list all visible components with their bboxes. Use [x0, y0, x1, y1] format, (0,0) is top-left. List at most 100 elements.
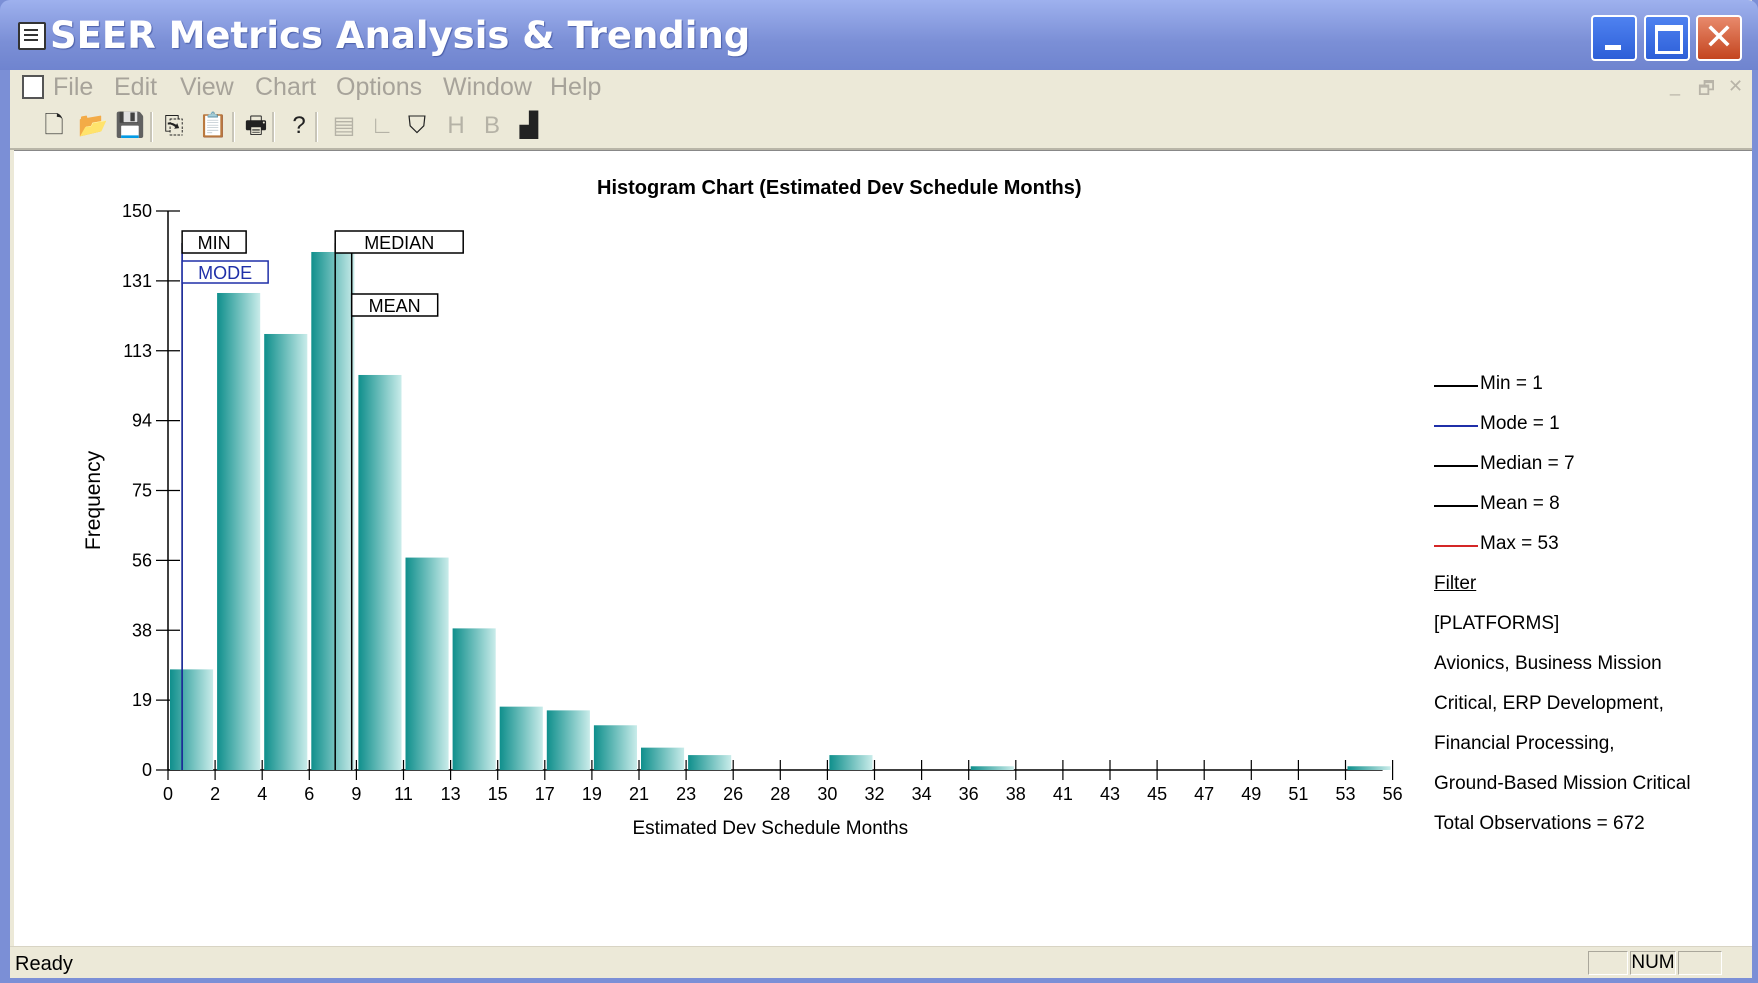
histogram-bar: [970, 766, 1014, 770]
histogram-bar: [593, 725, 637, 770]
document-icon[interactable]: [22, 75, 44, 99]
legend-item: Mode = 1: [1480, 413, 1560, 434]
menu-help[interactable]: Help: [550, 73, 602, 101]
paste-icon[interactable]: 📋: [198, 112, 228, 139]
filter-icon[interactable]: ⛉: [408, 112, 426, 139]
histogram-bar: [311, 251, 355, 770]
x-tick-label: 47: [1194, 784, 1214, 804]
y-tick-label: 56: [132, 550, 152, 570]
histogram-bar: [1347, 766, 1391, 770]
x-tick-label: 17: [535, 784, 555, 804]
filter-line: [PLATFORMS]: [1434, 613, 1560, 634]
x-tick-label: 49: [1241, 784, 1261, 804]
histogram-bar: [217, 292, 261, 770]
legend-item: Min = 1: [1480, 373, 1543, 394]
legend-swatch: [1434, 465, 1478, 467]
x-tick-label: 41: [1053, 784, 1073, 804]
x-tick-label: 4: [257, 784, 267, 804]
histogram-bar: [358, 374, 402, 770]
x-tick-label: 28: [770, 784, 790, 804]
legend-swatch: [1434, 545, 1478, 547]
filter-line: Financial Processing,: [1434, 733, 1615, 754]
x-tick-label: 21: [629, 784, 649, 804]
marker-box-median: [334, 230, 464, 254]
help-icon[interactable]: ?: [292, 112, 306, 139]
marker-box-min: [181, 230, 247, 254]
x-tick-label: 53: [1335, 784, 1355, 804]
mdi-minimize-button[interactable]: _: [1670, 76, 1681, 96]
y-tick-label: 19: [132, 690, 152, 710]
menu-file[interactable]: File: [53, 73, 94, 101]
title-bar[interactable]: SEER Metrics Analysis & Trending ✕: [0, 0, 1758, 70]
x-tick-label: 6: [304, 784, 314, 804]
new-icon[interactable]: 🗋: [44, 112, 64, 139]
histogram-bar: [405, 557, 449, 770]
histogram-bar: [170, 669, 214, 770]
x-tick-label: 56: [1383, 784, 1403, 804]
mdi-restore-button[interactable]: 🗗: [1698, 78, 1715, 98]
menu-options[interactable]: Options: [336, 73, 423, 101]
legend-item: Max = 53: [1480, 533, 1559, 554]
save-icon[interactable]: 💾: [115, 112, 145, 139]
filter-line: Ground-Based Mission Critical: [1434, 773, 1691, 794]
x-tick-label: 11: [394, 784, 413, 804]
marker-label-min: MIN: [198, 233, 231, 253]
x-tick-label: 51: [1288, 784, 1308, 804]
x-tick-label: 15: [488, 784, 508, 804]
filter-title[interactable]: Filter: [1434, 573, 1477, 594]
x-tick-label: 13: [441, 784, 461, 804]
toolbar: 🗋 📂 💾 ⎘ 📋 🖶? ▤ ∟ ⛉ H B ▟: [10, 106, 1752, 150]
maximize-button[interactable]: [1644, 15, 1690, 61]
y-tick-label: 131: [122, 271, 152, 291]
x-tick-label: 19: [582, 784, 602, 804]
x-tick-label: 36: [959, 784, 979, 804]
app-icon[interactable]: [18, 22, 46, 50]
status-bar: Ready NUM: [10, 946, 1752, 978]
h-icon[interactable]: H: [447, 112, 465, 139]
x-tick-label: 34: [912, 784, 932, 804]
toolbar-separator: [150, 112, 153, 142]
legend-item: Mean = 8: [1480, 493, 1560, 514]
menu-bar: File Edit View Chart Options Window Help…: [10, 70, 1752, 106]
x-tick-label: 38: [1006, 784, 1026, 804]
y-tick-label: 150: [122, 201, 152, 221]
x-tick-label: 0: [163, 784, 173, 804]
mdi-close-button[interactable]: ✕: [1728, 76, 1744, 96]
x-tick-label: 23: [676, 784, 696, 804]
x-tick-label: 45: [1147, 784, 1167, 804]
x-axis-label: Estimated Dev Schedule Months: [632, 818, 908, 839]
status-pane-scrl: [1678, 951, 1722, 975]
marker-label-median: MEDIAN: [364, 233, 434, 253]
toolbar-separator: [315, 112, 318, 142]
histogram-bar: [641, 747, 685, 770]
menu-chart[interactable]: Chart: [255, 73, 317, 101]
open-icon[interactable]: 📂: [78, 112, 108, 139]
y-tick-label: 0: [142, 760, 152, 780]
histogram-bar: [688, 755, 732, 770]
menu-view[interactable]: View: [180, 73, 234, 101]
x-tick-label: 2: [210, 784, 220, 804]
minimize-button[interactable]: [1591, 15, 1637, 61]
toolbar-separator: [232, 112, 235, 142]
histogram-icon[interactable]: ▟: [519, 112, 539, 139]
b-icon[interactable]: B: [483, 112, 500, 139]
status-num: NUM: [1630, 951, 1676, 975]
x-tick-label: 30: [817, 784, 837, 804]
chart-title: Histogram Chart (Estimated Dev Schedule …: [597, 177, 1082, 199]
menu-window[interactable]: Window: [443, 73, 532, 101]
window-title: SEER Metrics Analysis & Trending: [50, 14, 751, 57]
legend-swatch: [1434, 505, 1478, 507]
x-tick-label: 26: [723, 784, 743, 804]
menu-edit[interactable]: Edit: [114, 73, 158, 101]
y-tick-label: 75: [132, 481, 152, 501]
chart-view: Histogram Chart (Estimated Dev Schedule …: [14, 150, 1752, 947]
histogram-bar: [829, 755, 873, 770]
print-icon[interactable]: 🖶: [244, 112, 268, 139]
properties-icon[interactable]: ▤: [332, 112, 356, 139]
axis-icon[interactable]: ∟: [370, 112, 394, 139]
copy-icon[interactable]: ⎘: [164, 112, 184, 139]
histogram-bar: [452, 628, 496, 770]
close-button[interactable]: ✕: [1696, 15, 1742, 61]
x-tick-label: 9: [351, 784, 361, 804]
